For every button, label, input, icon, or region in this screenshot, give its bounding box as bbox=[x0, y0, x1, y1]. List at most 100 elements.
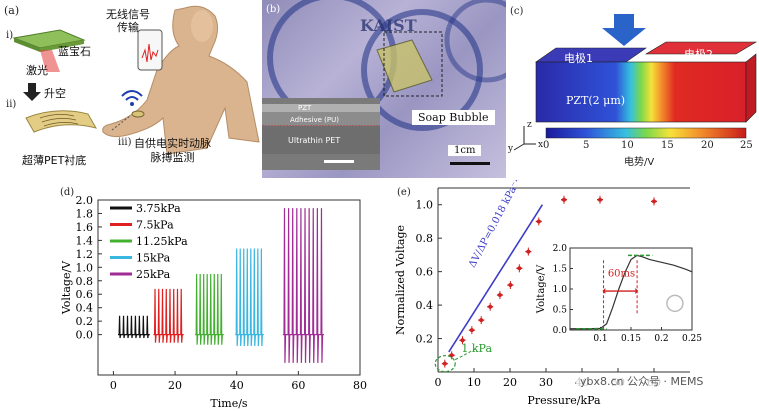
data-point bbox=[478, 316, 485, 325]
fit-line bbox=[448, 204, 544, 353]
y-tick-label: 1.0 bbox=[76, 261, 94, 274]
inset-y-tick-label: 1.0 bbox=[553, 285, 568, 295]
soap-bubble-label: Soap Bubble bbox=[412, 110, 495, 125]
series-3.75kPa: 3.75kPa bbox=[110, 202, 181, 339]
series-15kPa: 15kPa bbox=[110, 248, 264, 347]
lift-arrow-icon bbox=[23, 83, 41, 101]
kaist-logo-text: KAIST bbox=[360, 16, 417, 35]
rise-arrowhead bbox=[635, 288, 639, 295]
colorbar-tick: 20 bbox=[701, 140, 714, 151]
colorbar-label: 电势/V bbox=[624, 157, 655, 168]
point-marker bbox=[562, 197, 566, 202]
panel-d-label: (d) bbox=[60, 187, 75, 198]
data-point bbox=[441, 359, 448, 368]
panel-a-illustration bbox=[12, 5, 260, 155]
legend-label: 7.5kPa bbox=[136, 219, 174, 232]
axis-z-label: z bbox=[527, 120, 532, 130]
inset-y-tick-label: 1.5 bbox=[553, 265, 568, 275]
human-torso-figure bbox=[102, 5, 260, 155]
plot-frame bbox=[97, 199, 361, 376]
substrate-label: 超薄PET衬底 bbox=[22, 154, 87, 167]
y-axis-label: Normalized Voltage bbox=[394, 225, 407, 335]
layer-pzt: PZT bbox=[298, 104, 312, 112]
panel-c-label: (c) bbox=[510, 6, 524, 17]
panel-b-photo: (b) KAIST PZT Adhesive (PU) Ultrathin PE… bbox=[262, 0, 506, 178]
colorbar bbox=[545, 127, 747, 139]
y-tick-label: 1.0 bbox=[416, 199, 434, 212]
inset-x-tick-label: 0.2 bbox=[654, 334, 668, 344]
inset-x-tick-label: 0.1 bbox=[593, 334, 607, 344]
step-iii-label: iii) bbox=[118, 137, 132, 148]
lift-label: 升空 bbox=[44, 87, 66, 100]
laser-label: 激光 bbox=[26, 64, 48, 77]
point-marker bbox=[526, 249, 531, 254]
y-tick-label: 0.8 bbox=[76, 275, 94, 288]
panel-c-simulation: (c) 电极1 电极2 PZT(2 μm) z y x 0 5 10 15 20… bbox=[506, 0, 759, 178]
pzt-block bbox=[535, 61, 747, 123]
scale-bar-label: 1cm bbox=[448, 145, 482, 156]
pzt-label: PZT(2 μm) bbox=[566, 94, 626, 107]
voltage-trace bbox=[235, 248, 264, 347]
data-point bbox=[496, 291, 503, 300]
y-tick-label: 2.0 bbox=[76, 194, 94, 207]
point-marker bbox=[479, 318, 484, 323]
panel-b-illustration bbox=[262, 0, 506, 170]
colorbar-ticks: 0 5 10 15 20 25 bbox=[543, 140, 753, 152]
inset-y-tick-label: 0.0 bbox=[553, 326, 568, 336]
electrode1-label: 电极1 bbox=[564, 52, 593, 65]
voltage-trace bbox=[195, 274, 224, 345]
panel-e-label: (e) bbox=[397, 187, 411, 198]
voltage-trace bbox=[153, 288, 184, 343]
y-tick-label: 1.6 bbox=[76, 221, 94, 234]
y-tick-label: 0.2 bbox=[416, 333, 434, 346]
slope-annotation: ΔV/ΔP=0.018 kPa⁻¹ bbox=[467, 180, 523, 270]
point-marker bbox=[598, 197, 602, 202]
annotation-arrow bbox=[454, 347, 478, 361]
data-point bbox=[459, 336, 466, 345]
series-7.5kPa: 7.5kPa bbox=[110, 219, 184, 343]
point-marker bbox=[508, 283, 513, 288]
inset-frame bbox=[569, 247, 693, 331]
panel-a-label: (a) bbox=[4, 4, 20, 17]
data-point bbox=[535, 217, 542, 226]
point-marker bbox=[536, 219, 541, 224]
axis-y-label: y bbox=[508, 144, 514, 154]
panel-a-schematic: (a) i) ii) iii) 蓝宝石 激光 升空 超薄PET衬底 无线信号 传… bbox=[0, 0, 262, 178]
colorbar-tick: 0 bbox=[543, 140, 550, 151]
inset-x-tick-label: 0.25 bbox=[682, 334, 702, 344]
inset-y-tick-label: 2.0 bbox=[553, 244, 568, 254]
y-tick-label: 1.4 bbox=[76, 234, 94, 247]
colorbar-tick: 5 bbox=[583, 140, 590, 151]
wireless-label: 无线信号 传输 bbox=[106, 8, 150, 34]
y-tick-label: 0.0 bbox=[76, 329, 94, 342]
x-tick-label: 20 bbox=[503, 376, 517, 389]
colorbar-tick: 10 bbox=[621, 140, 634, 151]
wrist-sensor bbox=[131, 110, 145, 118]
panel-c-illustration bbox=[513, 14, 758, 151]
wireless-signal-icon bbox=[121, 90, 143, 106]
point-marker bbox=[488, 304, 493, 309]
one-kpa-annotation: 1 kPa bbox=[461, 342, 492, 355]
y-tick-label: 0.6 bbox=[416, 266, 434, 279]
monitoring-label: 自供电实时动脉 脉搏监测 bbox=[134, 137, 211, 164]
ultrathin-film bbox=[25, 110, 98, 133]
y-tick-label: 1.8 bbox=[76, 207, 94, 220]
layer-pet: Ultrathin PET bbox=[288, 136, 341, 145]
y-tick-label: 1.2 bbox=[76, 248, 94, 261]
legend-label: 11.25kPa bbox=[136, 235, 188, 248]
x-tick-label: 0 bbox=[110, 379, 117, 392]
voltage-trace bbox=[118, 315, 150, 339]
y-axis-label: Voltage/V bbox=[60, 260, 73, 315]
data-point bbox=[525, 247, 532, 256]
point-marker bbox=[497, 293, 502, 298]
x-axis-label: Time/s bbox=[210, 397, 248, 410]
colorbar-tick: 15 bbox=[661, 140, 674, 151]
data-point bbox=[516, 264, 523, 273]
inset-y-tick-label: 0.5 bbox=[553, 306, 568, 316]
inset-trace bbox=[570, 254, 693, 330]
point-marker bbox=[652, 199, 656, 204]
legend-label: 25kPa bbox=[136, 268, 171, 281]
watermark: ybx8.cn 公众号 · MEMS bbox=[576, 373, 708, 389]
panel-d-voltage-chart: 0.00.20.40.60.81.01.21.41.61.82.0 0 20 40 60… bbox=[60, 194, 367, 410]
data-point bbox=[487, 302, 494, 311]
